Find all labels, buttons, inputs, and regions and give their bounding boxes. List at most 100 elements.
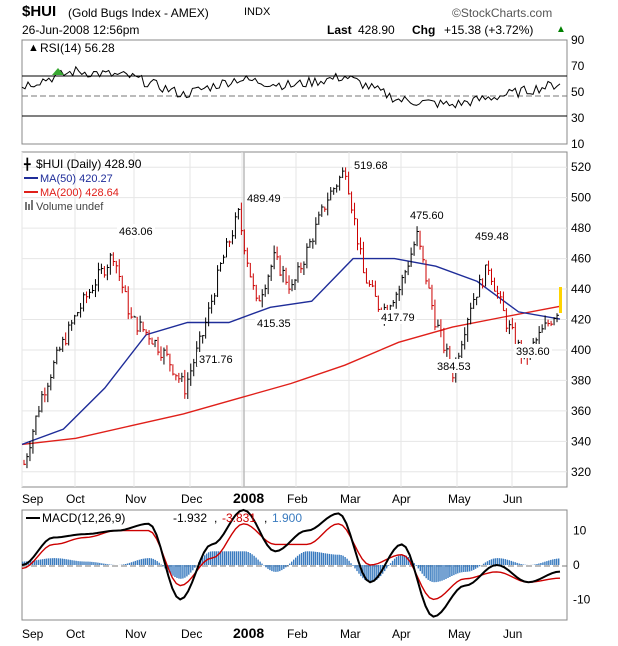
price-annotation: 415.35 [257,318,291,330]
macd-hist-bar [437,565,439,582]
macd-hist-bar [449,565,451,577]
macd-hist-bar [419,565,421,572]
price-y-tick: 520 [571,160,591,174]
annotation-bg [379,310,417,324]
macd-hist-bar [289,563,291,565]
macd-hist-bar [63,558,65,565]
macd-hist-bar [65,559,67,565]
macd-hist-bar [176,565,178,578]
macd-hist-bar [304,551,307,565]
macd-hist-bar [150,558,152,565]
macd-hist-bar [194,565,196,568]
macd-hist-bar [364,565,366,580]
macd-hist-bar [45,558,48,565]
macd-legend-hist: 1.900 [272,511,302,525]
macd-hist-bar [368,565,370,582]
last-value: 428.90 [358,23,395,37]
price-y-tick: 500 [571,191,591,205]
macd-hist-bar [346,558,348,565]
macd-hist-bar [219,551,222,566]
macd-hist-bar [257,559,259,565]
macd-hist-bar [522,564,524,565]
annotation-bg [514,344,552,358]
macd-hist-bar [263,565,265,566]
macd-hist-bar [93,562,95,565]
macd-hist-bar [180,565,182,579]
macd-hist-bar [322,553,324,565]
macd-hist-bar [340,555,342,565]
macd-hist-bar [520,564,522,565]
macd-hist-bar [370,565,372,583]
macd-hist-bar [324,553,326,565]
macd-hist-bar [512,561,514,565]
month-tick: Feb [287,627,308,641]
price-y-tick: 460 [571,252,591,266]
macd-hist-bar [455,565,457,575]
macd-hist-bar [243,551,245,566]
macd-hist-bar [83,561,85,565]
macd-hist-bar [136,560,139,565]
macd-hist-bar [516,562,518,565]
macd-hist-bar [395,557,398,565]
macd-legend-signal: -3.831 [222,511,256,525]
rsi-legend-icon: ▲ [28,42,39,54]
macd-hist-bar [99,562,101,565]
macd-hist-bar [295,557,297,565]
rsi-y-tick: 30 [571,111,585,125]
macd-hist-bar [328,553,330,565]
price-annotation: 519.68 [354,160,388,172]
macd-hist-bar [336,554,338,565]
macd-hist-bar [463,565,465,572]
macd-hist-bar [33,560,36,565]
macd-hist-bar [51,558,54,565]
macd-hist-bar [484,562,487,565]
datetime: 26-Jun-2008 12:56pm [22,23,140,37]
macd-hist-bar [202,557,204,565]
price-annotation: 459.48 [475,231,509,243]
rsi-frame [21,39,568,145]
macd-hist-bar [384,565,386,572]
macd-hist-bar [190,565,192,573]
macd-hist-bar [43,558,46,565]
month-tick: Dec [181,492,202,506]
macd-hist-bar [431,565,433,582]
price-bars [23,167,560,469]
macd-hist-bar [490,559,493,565]
volume-legend-icon-2 [28,204,30,210]
price-y-tick: 400 [571,343,591,357]
macd-hist-bar [500,558,503,565]
macd-hist-bar [376,565,378,580]
macd-hist-bar [407,557,410,565]
macd-hist-bar [275,565,277,572]
macd-hist-bar [312,551,315,565]
month-tick: Sep [22,492,44,506]
macd-hist-bar [160,564,162,565]
price-y-tick: 480 [571,221,591,235]
rsi-legend-box [26,42,36,52]
macd-hist-bar [314,551,317,565]
macd-hist-bar [427,565,429,580]
price-y-tick: 360 [571,404,591,418]
macd-hist-bar [22,561,24,565]
macd-hist-bar [439,565,441,582]
macd-hist-bar [138,559,141,565]
ma50-line [21,257,561,446]
macd-hist-bar [55,558,57,565]
macd-hist-bar [107,564,109,565]
brand-logo: ©StockCharts.com [452,6,553,20]
macd-hist-bar [279,565,281,572]
macd-hist-bar [265,565,267,568]
month-tick: Nov [125,492,146,506]
price-annotation: 384.53 [437,361,471,373]
macd-hist-bar [518,563,520,565]
macd-hist-bar [445,565,447,579]
price-y-tick: 380 [571,373,591,387]
price-y-ticks: 520 500 480 460 440 420 400 380 360 340 320 [571,160,591,479]
macd-hist-bar [441,565,443,581]
month-tick: 2008 [233,625,264,641]
month-tick: May [448,627,471,641]
macd-hist-bar [558,558,560,565]
macd-hist-bar [293,559,295,565]
macd-hist-bar [461,565,463,573]
price-annotations: 463.06 489.49 415.35 371.76 519.68 475.60 417.… [117,158,552,373]
